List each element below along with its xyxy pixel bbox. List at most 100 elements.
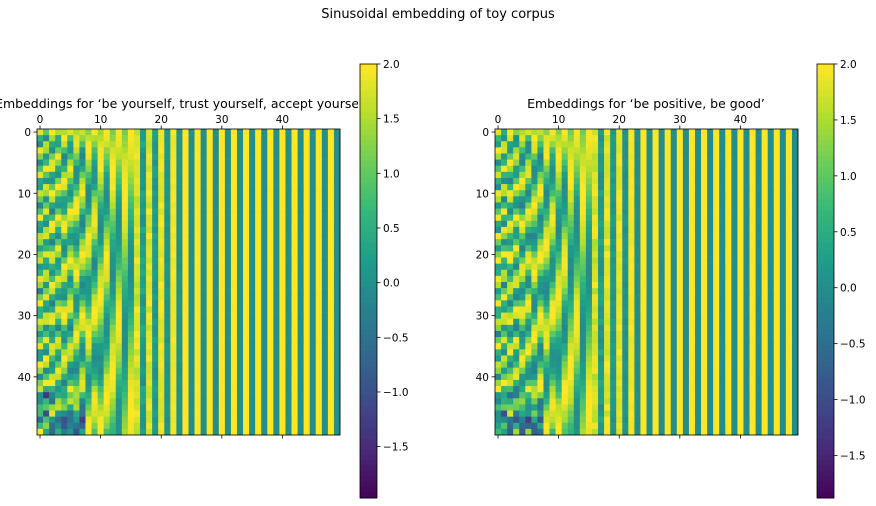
heatmap-cell — [634, 373, 641, 381]
heatmap-cell — [628, 159, 635, 167]
heatmap-cell — [230, 367, 238, 375]
heatmap-cell — [640, 202, 647, 209]
heatmap-cell — [176, 318, 183, 326]
heatmap-cell — [91, 220, 98, 228]
heatmap-cell — [531, 306, 538, 313]
heatmap-cell — [158, 324, 165, 332]
heatmap-cell — [622, 220, 629, 228]
heatmap-cell — [291, 398, 298, 405]
heatmap-cell — [91, 392, 98, 399]
heatmap-cell — [767, 208, 775, 215]
heatmap-cell — [731, 398, 738, 405]
heatmap-cell — [731, 282, 738, 289]
heatmap-cell — [176, 196, 183, 203]
heatmap-cell — [749, 373, 756, 381]
heatmap-cell — [555, 171, 562, 179]
heatmap-cell — [537, 337, 544, 344]
heatmap-cell — [658, 306, 665, 313]
heatmap-cell — [658, 367, 665, 375]
heatmap-cell — [267, 245, 274, 252]
heatmap-cell — [333, 343, 341, 350]
heatmap-cell — [555, 300, 562, 307]
heatmap-cell — [236, 196, 244, 203]
heatmap-cell — [164, 251, 171, 258]
heatmap-cell — [634, 392, 641, 399]
heatmap-cell — [537, 373, 544, 381]
heatmap-cell — [97, 153, 104, 160]
heatmap-cell — [267, 386, 274, 393]
heatmap-cell — [725, 202, 732, 209]
heatmap-cell — [273, 263, 280, 271]
x-tick-label: 30 — [215, 114, 228, 126]
heatmap-cell — [188, 129, 195, 136]
heatmap-cell — [688, 245, 696, 252]
heatmap-cell — [646, 177, 653, 185]
heatmap-cell — [182, 196, 189, 203]
heatmap-cell — [743, 288, 750, 295]
heatmap-cell — [236, 245, 244, 252]
heatmap-cell — [188, 269, 195, 277]
heatmap-cell — [121, 159, 129, 167]
heatmap-cell — [255, 245, 262, 252]
heatmap-cell — [79, 239, 86, 246]
heatmap-cell — [279, 129, 286, 136]
heatmap-cell — [701, 349, 708, 356]
heatmap-cell — [115, 416, 123, 424]
heatmap-cell — [579, 226, 587, 234]
heatmap-cell — [761, 153, 768, 160]
heatmap-cell — [598, 245, 605, 252]
heatmap-cell — [579, 141, 587, 148]
heatmap-cell — [628, 184, 635, 191]
colorbar-segment — [360, 85, 377, 92]
heatmap-cell — [755, 269, 762, 277]
heatmap-cell — [255, 361, 262, 368]
heatmap-cell — [598, 251, 605, 258]
heatmap-cell — [285, 416, 292, 424]
heatmap-cell — [303, 410, 310, 417]
heatmap-cell — [622, 300, 629, 307]
heatmap-cell — [598, 306, 605, 313]
heatmap-cell — [598, 226, 605, 234]
heatmap-cell — [543, 214, 550, 222]
heatmap-cell — [255, 422, 262, 430]
heatmap-cell — [779, 367, 787, 375]
heatmap-cell — [525, 251, 532, 258]
heatmap-cell — [230, 196, 238, 203]
heatmap-cell — [115, 373, 123, 381]
heatmap-cell — [670, 257, 678, 264]
heatmap-cell — [309, 257, 317, 264]
heatmap-cell — [140, 349, 147, 356]
heatmap-cell — [513, 202, 520, 209]
heatmap-cell — [255, 367, 262, 375]
heatmap-cell — [133, 220, 141, 228]
heatmap-cell — [658, 361, 665, 368]
heatmap-cell — [67, 422, 74, 430]
heatmap-cell — [531, 367, 538, 375]
heatmap-cell — [61, 190, 68, 197]
heatmap-cell — [333, 294, 341, 301]
heatmap-cell — [761, 367, 768, 375]
heatmap-cell — [230, 184, 238, 191]
heatmap-cell — [585, 153, 593, 160]
heatmap-cell — [176, 386, 183, 393]
heatmap-cell — [610, 257, 617, 264]
heatmap-cell — [670, 343, 678, 350]
heatmap-cell — [212, 410, 220, 417]
heatmap-cell — [731, 300, 738, 307]
heatmap-cell — [291, 324, 298, 332]
heatmap-cell — [634, 251, 641, 258]
heatmap-cell — [297, 257, 304, 264]
heatmap-cell — [140, 410, 147, 417]
heatmap-cell — [212, 318, 220, 326]
heatmap-cell — [315, 312, 323, 320]
heatmap-cell — [598, 288, 605, 295]
heatmap-cell — [224, 367, 232, 375]
heatmap-cell — [791, 361, 799, 368]
heatmap-cell — [109, 367, 117, 375]
heatmap-cell — [49, 306, 56, 313]
heatmap-cell — [315, 367, 323, 375]
heatmap-cell — [200, 214, 207, 222]
heatmap-cell — [567, 379, 575, 387]
heatmap-cell — [743, 330, 750, 338]
heatmap-cell — [309, 386, 317, 393]
